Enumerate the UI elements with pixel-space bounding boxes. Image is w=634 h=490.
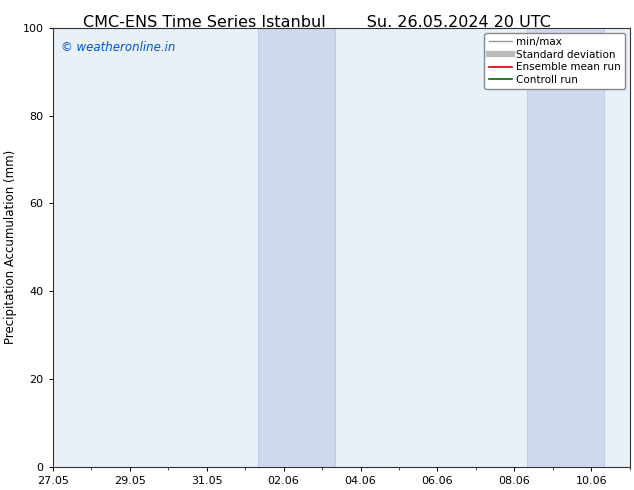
Text: CMC-ENS Time Series Istanbul        Su. 26.05.2024 20 UTC: CMC-ENS Time Series Istanbul Su. 26.05.2… [83, 15, 551, 30]
Bar [527, 28, 604, 467]
Legend: min/max, Standard deviation, Ensemble mean run, Controll run: min/max, Standard deviation, Ensemble me… [484, 33, 624, 89]
Text: © weatheronline.in: © weatheronline.in [61, 41, 176, 54]
Y-axis label: Precipitation Accumulation (mm): Precipitation Accumulation (mm) [4, 150, 17, 344]
Bar [258, 28, 335, 467]
